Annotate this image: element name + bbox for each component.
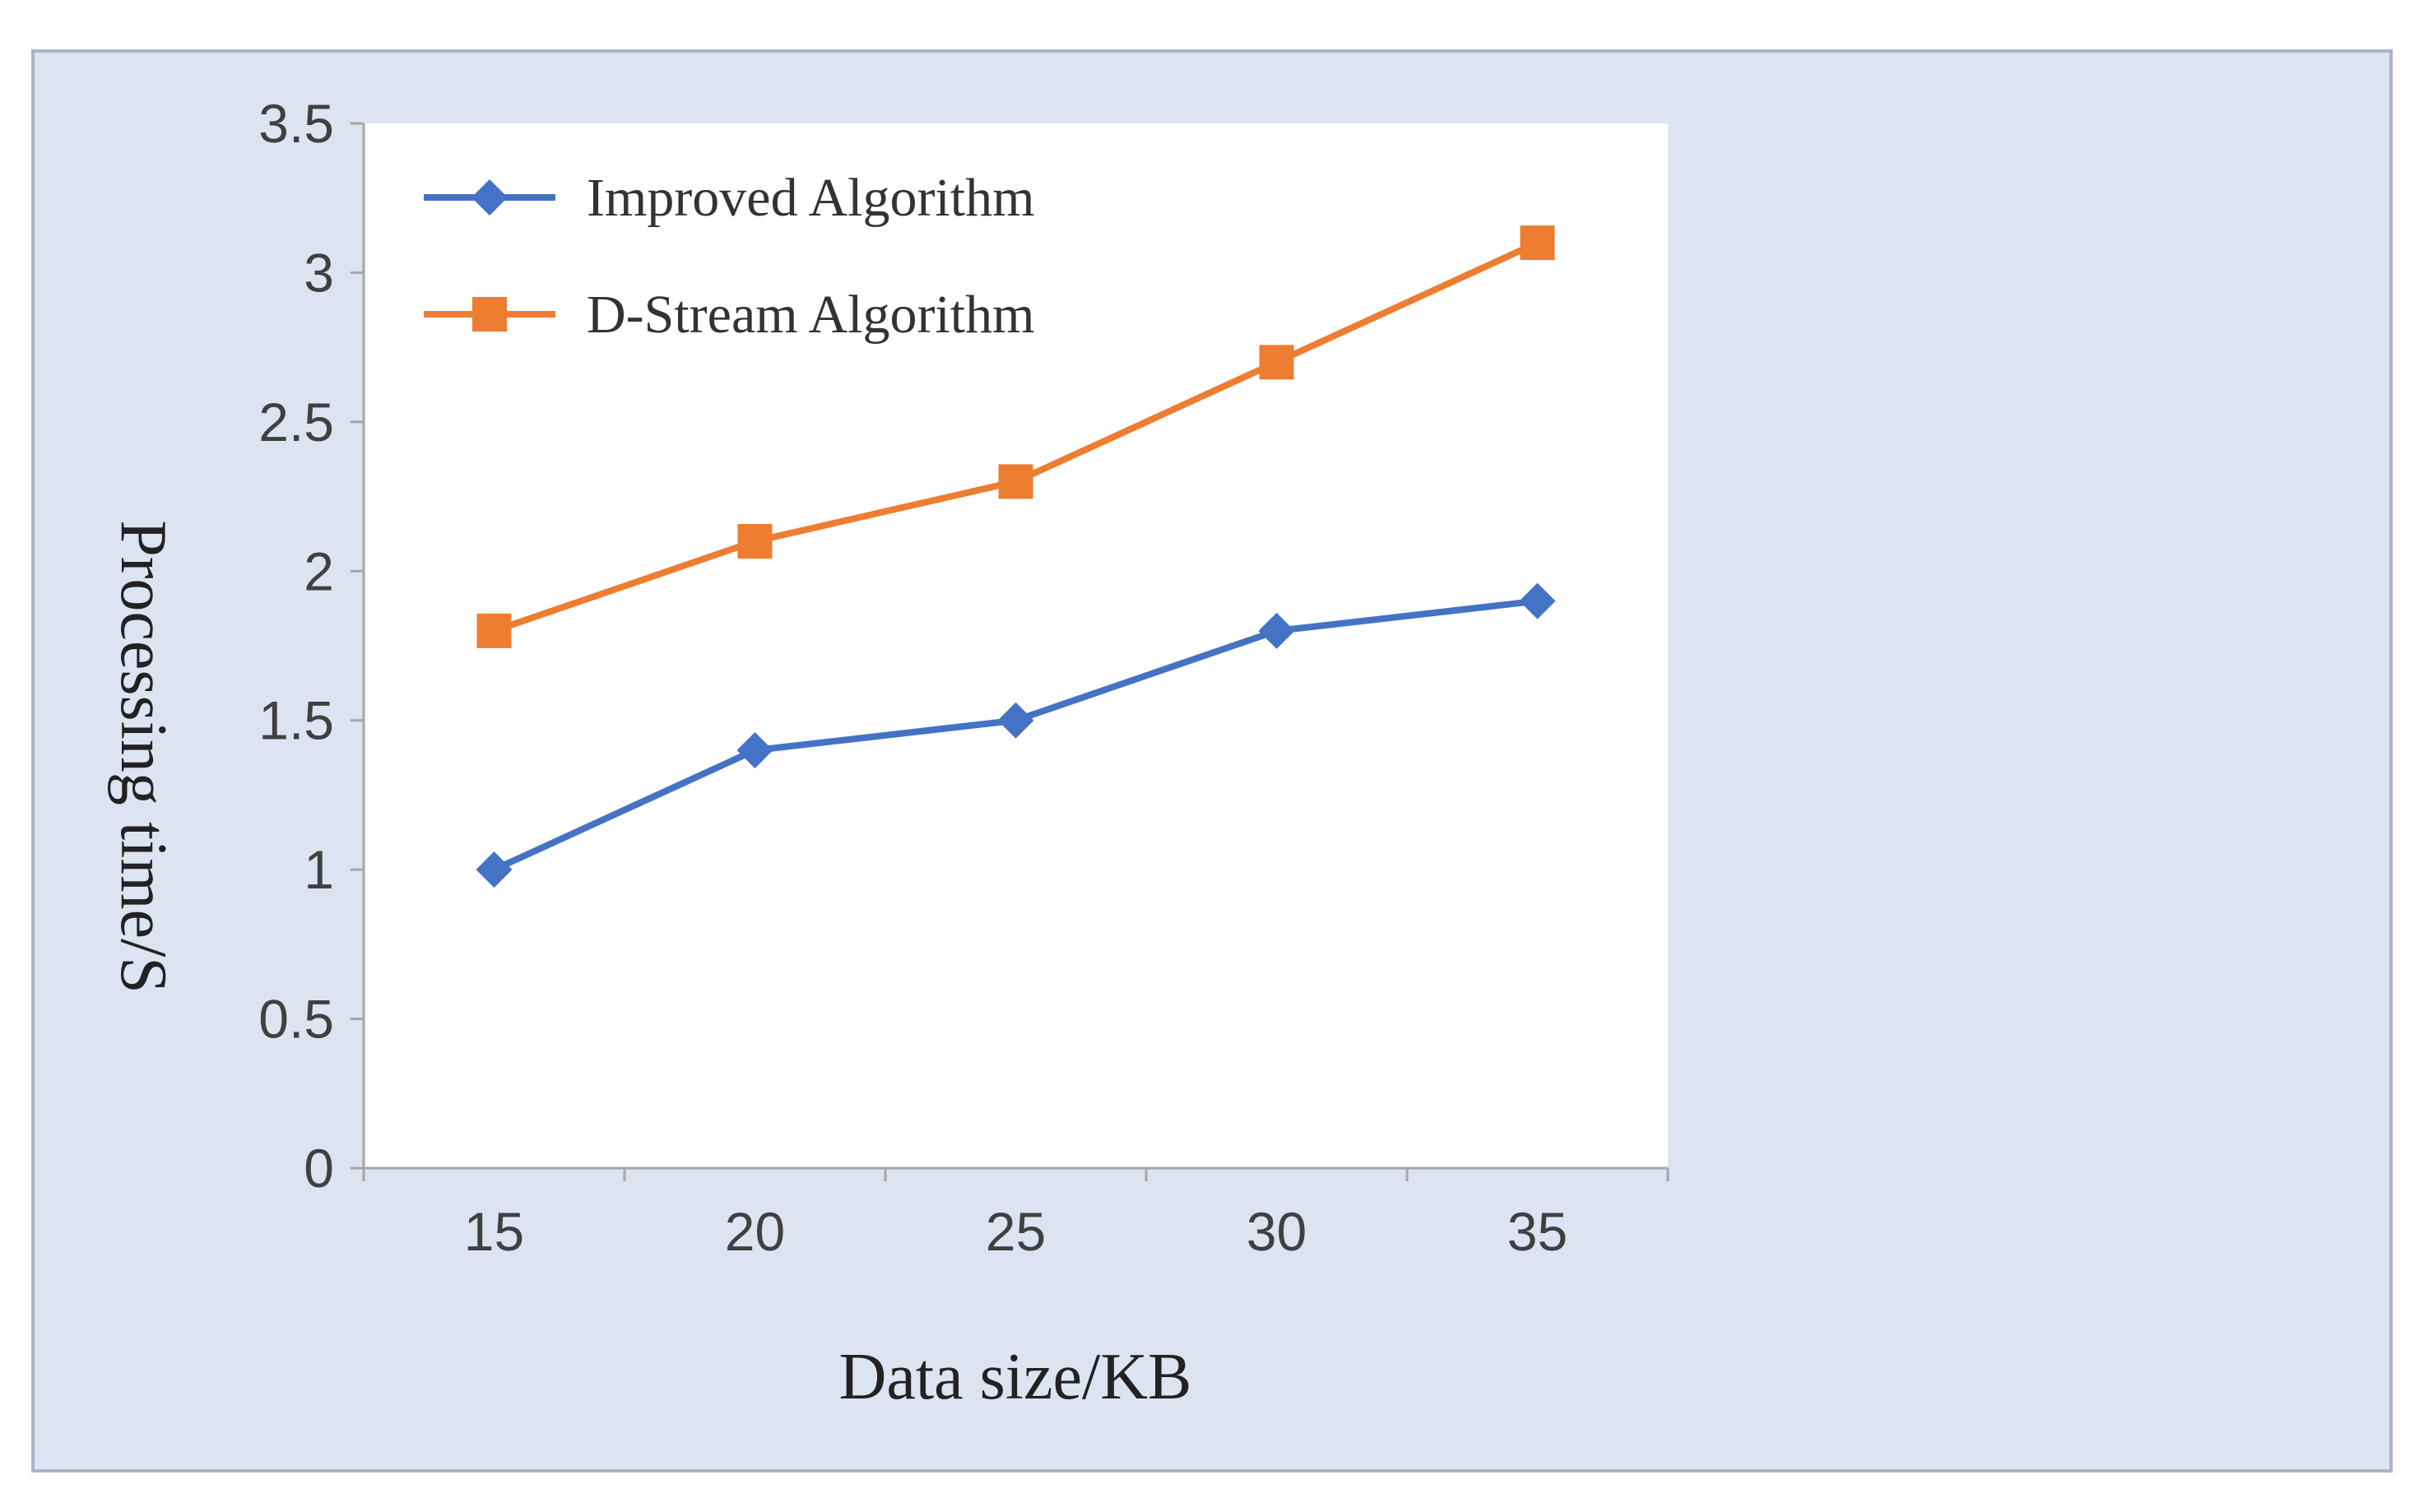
y-axis-title: Processing time/S: [107, 520, 179, 994]
data-point: [1520, 225, 1555, 261]
x-tick-label: 25: [986, 1201, 1046, 1262]
y-tick-label: 1: [304, 839, 334, 900]
y-tick-label: 3.5: [258, 93, 334, 154]
data-point: [736, 732, 773, 768]
data-point: [998, 464, 1033, 499]
data-point: [1258, 612, 1295, 649]
series-d-stream-algorithm: [476, 225, 1555, 648]
y-tick-label: 2.5: [258, 392, 334, 452]
x-tick-label: 35: [1507, 1201, 1567, 1262]
x-tick-label: 15: [464, 1201, 524, 1262]
data-point: [997, 702, 1034, 739]
x-axis-title: Data size/KB: [839, 1341, 1192, 1413]
series-layer: [476, 225, 1556, 888]
data-point: [1519, 582, 1556, 619]
legend-item: Improved Algorithm: [424, 168, 1034, 228]
legend-marker: [472, 297, 507, 332]
axes: 0 0.5 1 1.5 2 2.5 3 3.5 15 20 25 30 35: [258, 93, 1669, 1262]
plot-area: [364, 123, 1668, 1168]
legend-marker: [471, 179, 508, 216]
legend-label: Improved Algorithm: [587, 168, 1034, 228]
data-point: [1259, 345, 1294, 380]
y-tick-label: 1.5: [258, 690, 334, 751]
y-tick-label: 0: [304, 1138, 334, 1199]
legend-item: D-Stream Algorithm: [424, 285, 1034, 345]
y-tick-label: 2: [304, 540, 334, 601]
x-tick-label: 20: [725, 1201, 785, 1262]
series-improved-algorithm: [476, 582, 1556, 888]
data-point: [476, 851, 513, 888]
legend-label: D-Stream Algorithm: [587, 285, 1034, 345]
y-tick-label: 3: [304, 242, 334, 303]
legend: Improved Algorithm D-Stream Algorithm: [424, 168, 1034, 345]
data-point: [737, 524, 773, 559]
y-tick-label: 0.5: [258, 989, 334, 1050]
data-point: [476, 613, 512, 648]
x-tick-label: 30: [1247, 1201, 1307, 1262]
